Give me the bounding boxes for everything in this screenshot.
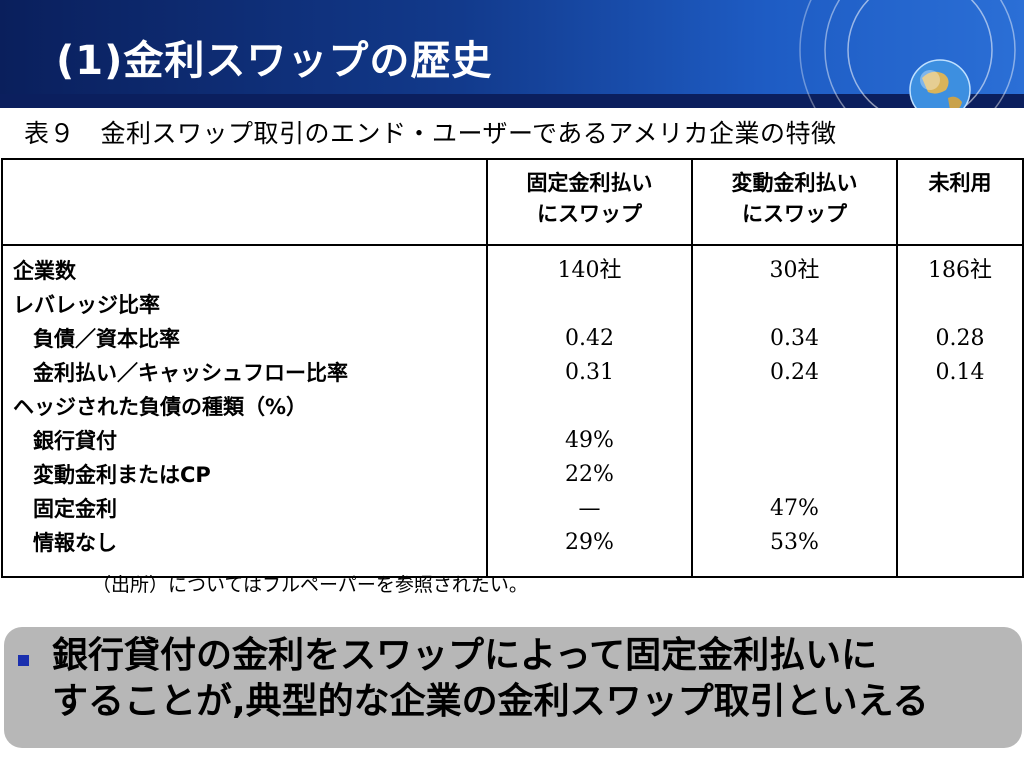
header-line: にスワップ	[537, 202, 642, 226]
cell-value	[488, 288, 691, 322]
cell-value	[693, 424, 896, 458]
cell-value	[898, 492, 1022, 526]
cell-value: 30社	[769, 258, 820, 283]
summary-callout: 銀行貸付の金利をスワップによって固定金利払いに することが,典型的な企業の金利ス…	[4, 627, 1022, 748]
cell-value	[693, 288, 896, 322]
row-label: 金利払い／キャッシュフロー比率	[33, 361, 348, 385]
header-line: 変動金利払い	[731, 171, 858, 195]
source-note: （出所）についてはフルペーパーを参照されたい。	[92, 574, 528, 596]
table-caption: 表９ 金利スワップ取引のエンド・ユーザーであるアメリカ企業の特徴	[24, 119, 837, 148]
cell-value: 0.31	[565, 360, 614, 385]
unused-column: 186社 0.28 0.14	[896, 244, 1024, 578]
cell-value	[488, 390, 691, 424]
row-label: レバレッジ比率	[13, 293, 160, 317]
cell-value: 0.14	[935, 360, 985, 385]
globe-icon	[790, 0, 1024, 108]
cell-value	[898, 526, 1022, 560]
cell-value: 0.34	[770, 326, 819, 351]
cell-value	[693, 458, 896, 492]
table-header-row: 固定金利払い にスワップ 変動金利払い にスワップ 未利用	[1, 158, 1024, 246]
label-column: 企業数レバレッジ比率負債／資本比率金利払い／キャッシュフロー比率ヘッジされた負債…	[1, 244, 488, 578]
fixed-column: 140社 0.42 0.31 49% 22% — 29%	[486, 244, 693, 578]
cell-value: 29%	[565, 530, 614, 555]
cell-value: 140社	[557, 258, 622, 283]
banner-stripe	[0, 94, 1024, 108]
cell-value	[898, 424, 1022, 458]
cell-value: 0.24	[770, 360, 819, 385]
cell-value	[898, 458, 1022, 492]
cell-value: 53%	[770, 530, 819, 555]
cell-value	[898, 288, 1022, 322]
header-line: 固定金利払い	[526, 171, 653, 195]
row-label: 変動金利またはCP	[33, 463, 211, 487]
cell-value: 49%	[565, 428, 614, 453]
header-line: 未利用	[928, 171, 992, 195]
square-bullet-icon	[18, 655, 29, 666]
row-label: 負債／資本比率	[33, 327, 180, 351]
cell-value: 0.42	[565, 326, 614, 351]
header-cell-fixed: 固定金利払い にスワップ	[486, 158, 693, 246]
header-cell-unused: 未利用	[896, 158, 1024, 246]
data-table: 固定金利払い にスワップ 変動金利払い にスワップ 未利用 企業数レバレッジ比率…	[1, 158, 1024, 578]
cell-value: 22%	[565, 462, 614, 487]
callout-line: することが,典型的な企業の金利スワップ取引といえる	[52, 681, 929, 722]
cell-value: —	[578, 496, 601, 521]
row-label: 固定金利	[33, 497, 117, 521]
cell-value: 0.28	[935, 326, 985, 351]
header-cell-empty	[1, 158, 488, 246]
row-label: 銀行貸付	[33, 429, 117, 453]
row-label: 企業数	[13, 259, 76, 283]
header-line: にスワップ	[742, 202, 847, 226]
callout-text: 銀行貸付の金利をスワップによって固定金利払いに することが,典型的な企業の金利ス…	[52, 633, 1018, 725]
cell-value	[898, 390, 1022, 424]
callout-line: 銀行貸付の金利をスワップによって固定金利払いに	[52, 635, 878, 676]
floating-column: 30社 0.34 0.24 47% 53%	[691, 244, 898, 578]
table-body-row: 企業数レバレッジ比率負債／資本比率金利払い／キャッシュフロー比率ヘッジされた負債…	[1, 244, 1024, 578]
row-label: 情報なし	[33, 531, 117, 555]
row-label: ヘッジされた負債の種類（%）	[13, 395, 308, 419]
header-cell-floating: 変動金利払い にスワップ	[691, 158, 898, 246]
cell-value	[693, 390, 896, 424]
cell-value: 186社	[928, 258, 992, 283]
title-banner: (1)金利スワップの歴史	[0, 0, 1024, 108]
cell-value: 47%	[770, 496, 819, 521]
slide-title: (1)金利スワップの歴史	[56, 38, 493, 84]
